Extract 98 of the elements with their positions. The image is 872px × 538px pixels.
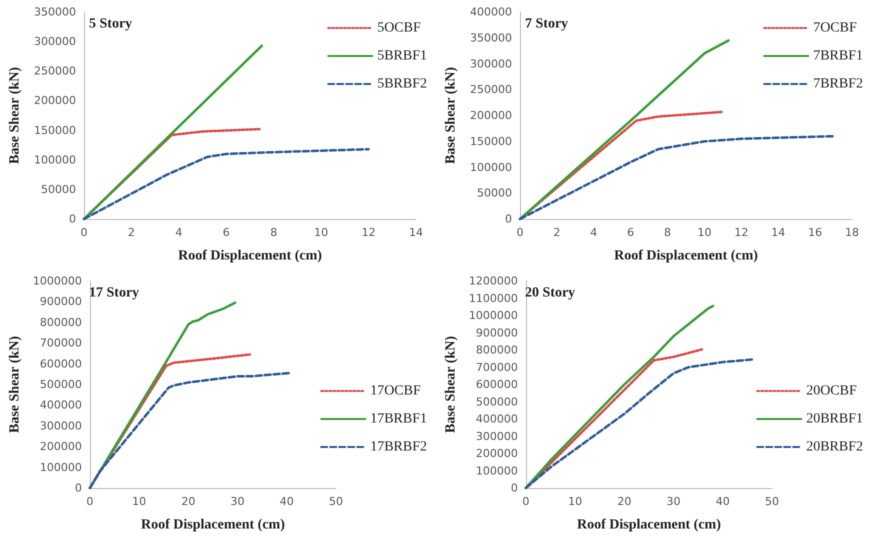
x-tick-label: 30	[230, 495, 245, 508]
x-tick-label: 40	[280, 495, 294, 508]
x-tick-label: 16	[808, 226, 822, 239]
x-tick-label: 30	[666, 495, 681, 508]
y-tick-label: 300000	[34, 35, 76, 48]
y-tick-label: 200000	[34, 94, 76, 108]
y-axis-title: Base Shear (kN)	[8, 336, 22, 433]
x-tick-label: 4	[175, 226, 182, 239]
y-tick-label: 350000	[34, 6, 76, 18]
y-tick-label: 300000	[470, 57, 512, 70]
x-tick-label: 10	[697, 226, 712, 239]
y-tick-label: 100000	[34, 153, 76, 166]
y-tick-label: 200000	[40, 440, 82, 454]
y-tick-label: 0	[505, 212, 512, 226]
x-tick-label: 6	[222, 226, 230, 239]
legend-label: 20BRBF2	[806, 440, 864, 454]
legend-label: 5OCBF	[377, 20, 421, 36]
y-tick-label: 700000	[40, 336, 82, 350]
y-axis-title: Base Shear (kN)	[444, 66, 458, 164]
legend-label: 20OCBF	[806, 384, 857, 398]
y-tick-label: 1000000	[468, 309, 518, 322]
x-tick-label: 0	[86, 495, 94, 508]
y-tick-label: 200000	[476, 447, 518, 460]
y-tick-label: 0	[510, 482, 518, 494]
x-tick-label: 2	[128, 226, 135, 239]
x-tick-label: 4	[590, 226, 598, 239]
x-tick-label: 8	[664, 226, 672, 239]
legend-label: 20BRBF1	[806, 412, 864, 426]
legend-label: 17BRBF1	[370, 412, 428, 426]
line-series	[82, 148, 370, 220]
x-tick-label: 0	[522, 495, 530, 508]
x-tick-label: 20	[181, 495, 196, 508]
legend-label: 7BRBF1	[813, 48, 864, 64]
legend-label: 5BRBF2	[377, 76, 428, 92]
legend-label: 7OCBF	[813, 20, 857, 36]
x-tick-label: 40	[716, 495, 730, 508]
chart-title: 5 Story	[89, 16, 132, 32]
x-tick-label: 12	[734, 226, 748, 239]
y-tick-label: 250000	[34, 64, 76, 78]
y-tick-label: 800000	[40, 316, 82, 329]
x-tick-label: 50	[765, 495, 779, 508]
y-axis-title: Base Shear (kN)	[444, 336, 458, 433]
y-tick-label: 900000	[476, 326, 518, 340]
x-tick-label: 14	[409, 226, 423, 239]
legend-label: 17BRBF2	[370, 440, 428, 454]
x-axis-title: Roof Displacement (cm)	[614, 248, 758, 264]
y-tick-label: 1200000	[468, 274, 518, 288]
y-tick-label: 300000	[40, 419, 82, 432]
line-series	[88, 372, 290, 490]
y-tick-label: 700000	[476, 360, 518, 374]
legend-label: 5BRBF1	[377, 48, 428, 64]
y-tick-label: 100000	[470, 160, 512, 174]
x-tick-label: 10	[568, 495, 582, 508]
x-tick-label: 20	[617, 495, 632, 508]
y-tick-label: 400000	[476, 412, 518, 426]
y-tick-label: 400000	[40, 398, 82, 412]
x-tick-label: 18	[845, 226, 859, 239]
legend-label: 7BRBF2	[813, 76, 864, 92]
x-axis-title: Roof Displacement (cm)	[577, 518, 722, 532]
y-tick-label: 600000	[476, 378, 518, 391]
legend-label: 17OCBF	[370, 384, 421, 398]
x-tick-label: 8	[270, 226, 278, 239]
chart-title: 17 Story	[89, 286, 140, 300]
y-tick-label: 200000	[470, 109, 512, 122]
x-tick-label: 14	[771, 226, 786, 239]
x-tick-label: 50	[329, 495, 343, 508]
chart-title: 20 Story	[525, 286, 576, 300]
y-tick-label: 400000	[470, 6, 512, 18]
y-tick-label: 100000	[40, 460, 82, 474]
y-tick-label: 300000	[476, 430, 518, 443]
y-tick-label: 800000	[476, 344, 518, 356]
x-axis-title: Roof Displacement (cm)	[178, 248, 322, 264]
y-tick-label: 350000	[470, 31, 512, 44]
y-tick-label: 100000	[476, 464, 518, 478]
x-axis-title: Roof Displacement (cm)	[141, 518, 286, 532]
y-tick-label: 250000	[470, 83, 512, 96]
line-series	[518, 134, 835, 220]
y-tick-label: 1100000	[468, 292, 518, 305]
line-series	[518, 39, 730, 220]
chart-title: 7 Story	[525, 16, 568, 32]
y-tick-label: 1000000	[32, 274, 82, 288]
y-tick-label: 600000	[40, 357, 82, 370]
y-tick-label: 150000	[34, 124, 76, 137]
x-tick-label: 2	[553, 226, 560, 239]
x-tick-label: 12	[362, 226, 376, 239]
y-tick-label: 150000	[470, 134, 512, 148]
y-tick-label: 50000	[41, 182, 76, 196]
y-tick-label: 900000	[40, 295, 82, 308]
y-tick-label: 500000	[40, 378, 82, 391]
y-tick-label: 500000	[476, 395, 518, 408]
x-tick-label: 10	[314, 226, 328, 239]
x-tick-label: 6	[627, 226, 634, 239]
y-tick-label: 0	[69, 212, 76, 226]
x-tick-label: 10	[132, 495, 146, 508]
y-tick-label: 0	[74, 482, 82, 494]
y-axis-title: Base Shear (kN)	[8, 66, 22, 164]
y-tick-label: 50000	[477, 186, 512, 200]
line-series	[524, 358, 754, 490]
